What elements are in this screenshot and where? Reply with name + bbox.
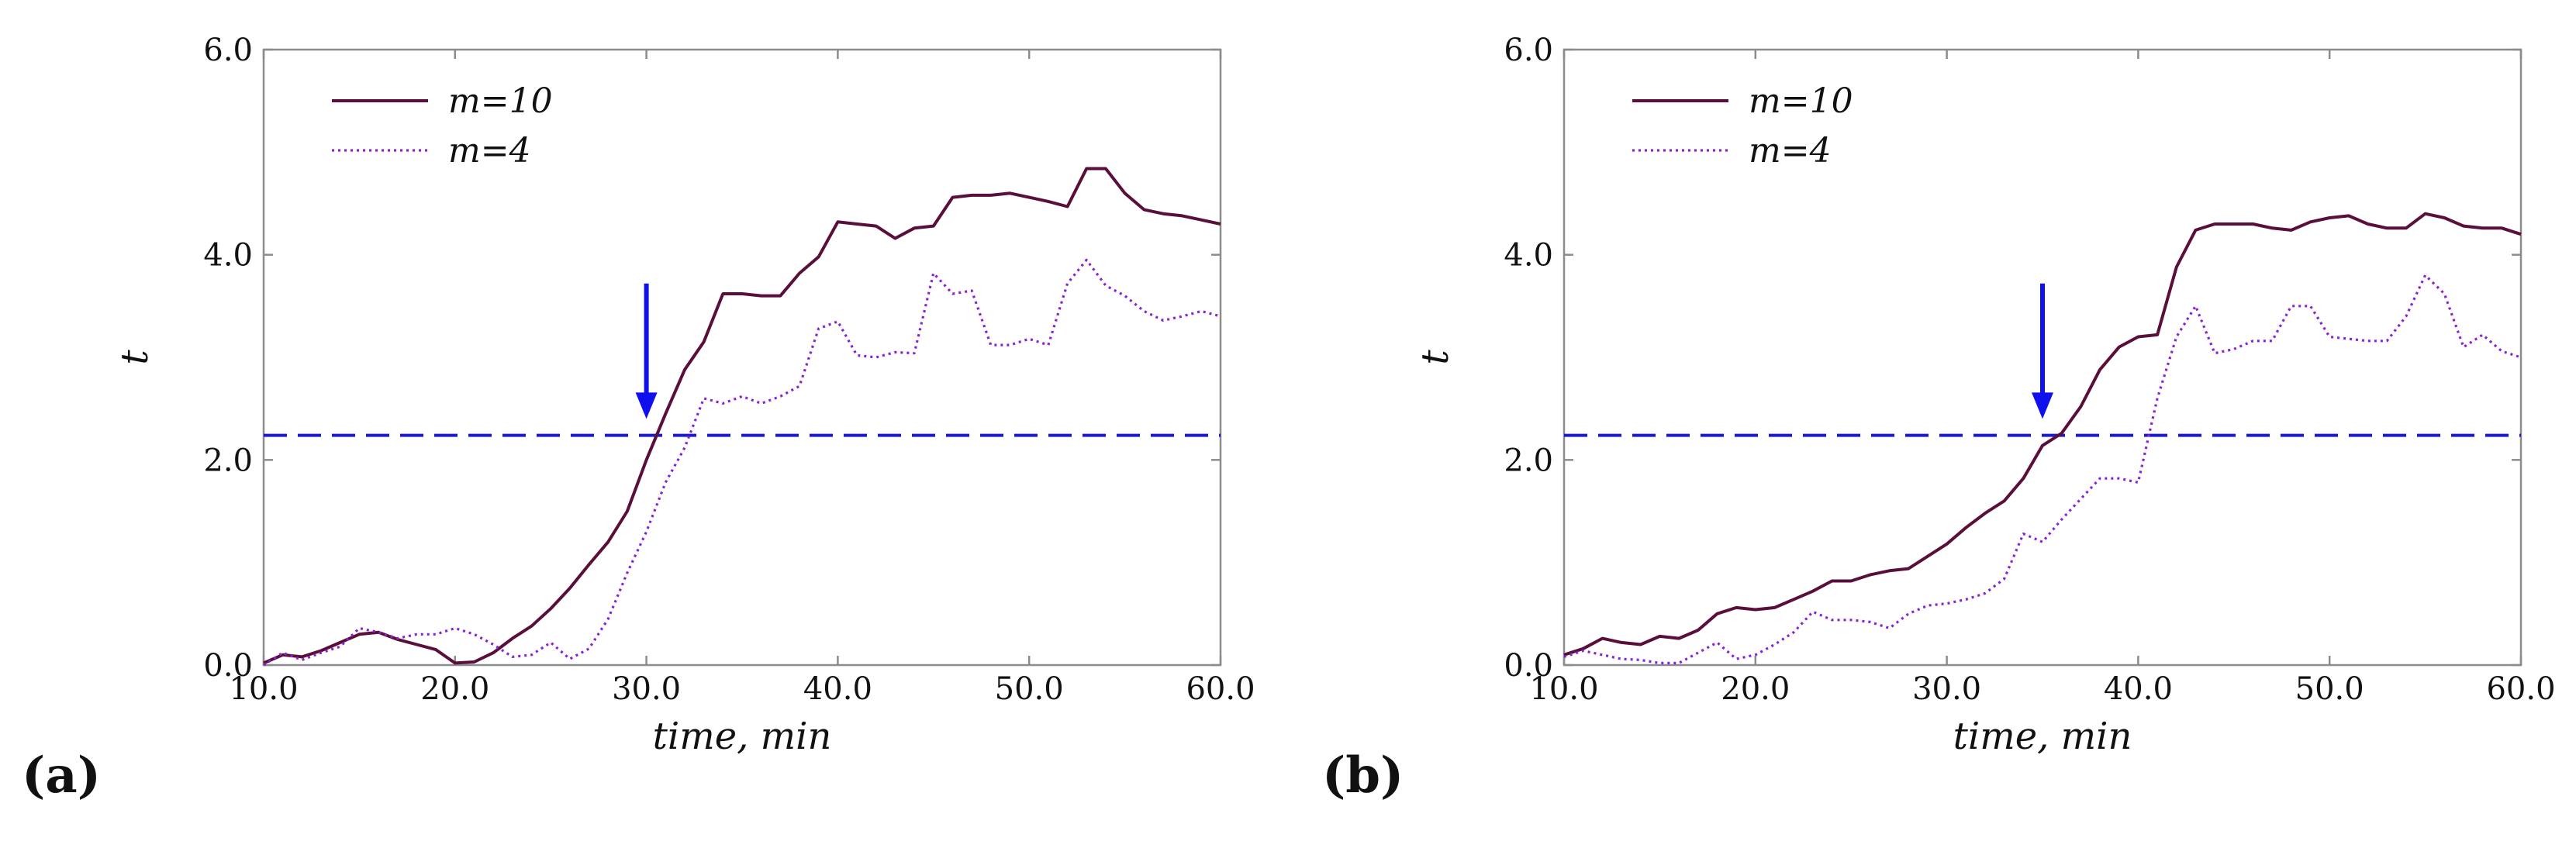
y-tick-label: 2.0 [1504, 443, 1553, 478]
plot-frame [1563, 48, 2522, 667]
series-line-m10 [263, 167, 1221, 665]
x-tick-label: 60.0 [1186, 671, 1255, 707]
y-axis-label: t [1414, 350, 1457, 365]
x-tick-label: 20.0 [1721, 671, 1790, 707]
x-tick-label: 20.0 [420, 671, 489, 707]
x-tick-label: 30.0 [1912, 671, 1981, 707]
x-tick-label: 50.0 [2295, 671, 2364, 707]
series-line-m4 [1563, 274, 2522, 665]
x-axis-label: time, min [653, 715, 832, 758]
x-tick-label: 10.0 [229, 671, 298, 707]
legend-label-m4: m=4 [1749, 131, 1832, 171]
x-tick-label: 40.0 [803, 671, 872, 707]
y-axis-label: t [113, 350, 157, 365]
x-tick-label: 60.0 [2486, 671, 2555, 707]
y-tick-label: 6.0 [1504, 33, 1553, 68]
legend: m=10 m=4 [332, 81, 553, 171]
series-line-m4 [263, 258, 1221, 667]
x-tick-label: 10.0 [1529, 671, 1598, 707]
panel-label-a: (a) [22, 746, 101, 805]
y-tick-label: 0.0 [1504, 648, 1553, 684]
y-tick-label: 0.0 [203, 648, 253, 684]
series-line-m10 [1563, 212, 2522, 657]
x-tick-label: 50.0 [995, 671, 1064, 707]
x-tick-label: 40.0 [2104, 671, 2173, 707]
x-tick-label: 30.0 [612, 671, 681, 707]
legend-label-m10: m=10 [448, 81, 553, 121]
y-tick-label: 6.0 [203, 33, 253, 68]
legend: m=10 m=4 [1632, 81, 1853, 171]
panel-label-b: (b) [1322, 746, 1404, 805]
arrow-head-icon [635, 392, 658, 419]
x-axis-label: time, min [1953, 715, 2132, 758]
y-tick-label: 4.0 [1504, 238, 1553, 274]
y-tick-label: 2.0 [203, 443, 253, 478]
chart-panel-b: 10.0 20.0 30.0 40.0 50.0 60.0 0.0 2.0 4.0 6.0 time… [1322, 33, 2556, 805]
chart-panel-a: 10.0 20.0 30.0 40.0 50.0 60.0 0.0 2.0 4.0 6.0 time… [22, 33, 1255, 805]
plot-frame [262, 48, 1222, 667]
arrow-head-icon [2032, 392, 2053, 419]
y-tick-label: 4.0 [203, 238, 253, 274]
legend-label-m10: m=10 [1749, 81, 1853, 121]
legend-label-m4: m=4 [448, 131, 531, 171]
